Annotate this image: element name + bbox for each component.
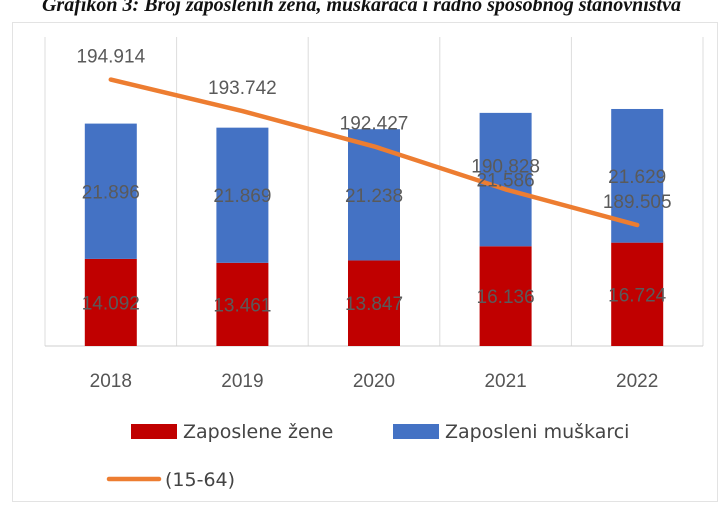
x-tick-label: 2019 <box>221 371 263 392</box>
bar-zaposleni-muskarci <box>479 112 532 247</box>
chart-svg: 14.092 21.896 194.914 13.461 21.869 193.742 13… <box>44 37 704 491</box>
bar-zaposleni-muskarci <box>84 123 137 259</box>
data-label-15-64: 189.505 <box>603 192 672 213</box>
data-label-zaposlene-zene: 14.092 <box>82 293 140 314</box>
legend-label-zaposlene-zene: Zaposlene žene <box>183 421 333 443</box>
x-tick-label: 2021 <box>484 371 526 392</box>
x-tick-label: 2018 <box>90 371 132 392</box>
data-label-zaposleni-muskarci: 21.238 <box>345 186 403 207</box>
data-label-15-64: 190.828 <box>471 156 540 177</box>
data-label-zaposleni-muskarci: 21.586 <box>477 171 535 192</box>
data-label-15-64: 193.742 <box>208 78 277 99</box>
data-label-15-64: 194.914 <box>76 47 145 68</box>
chart-frame: 14.092 21.896 194.914 13.461 21.869 193.742 13… <box>12 22 718 502</box>
data-label-zaposlene-zene: 16.724 <box>608 285 667 306</box>
bar-zaposleni-muskarci <box>216 127 269 263</box>
bar-zaposlene-zene <box>216 262 269 346</box>
data-label-zaposlene-zene: 13.461 <box>213 295 271 316</box>
legend-swatch-zaposlene-zene <box>131 424 177 439</box>
chart-title: Grafikon 3: Broj zaposlenih žena, muškar… <box>41 0 681 16</box>
bar-zaposlene-zene <box>348 260 400 346</box>
bar-zaposlene-zene <box>479 246 532 346</box>
data-label-zaposleni-muskarci: 21.896 <box>82 182 140 203</box>
legend-label-15-64: (15-64) <box>165 469 235 491</box>
bar-zaposlene-zene <box>84 258 137 346</box>
data-label-zaposlene-zene: 13.847 <box>345 294 403 315</box>
data-label-zaposleni-muskarci: 21.869 <box>213 186 271 207</box>
legend-swatch-zaposleni-muskarci <box>393 424 439 439</box>
x-tick-label: 2020 <box>353 371 395 392</box>
data-label-zaposlene-zene: 16.136 <box>477 287 535 308</box>
x-tick-label: 2022 <box>616 371 658 392</box>
line-series-15-64 <box>108 77 640 228</box>
legend-label-zaposleni-muskarci: Zaposleni muškarci <box>445 421 629 443</box>
data-label-zaposleni-muskarci: 21.629 <box>608 167 666 188</box>
data-label-15-64: 192.427 <box>340 113 409 134</box>
bar-zaposlene-zene <box>611 242 664 346</box>
